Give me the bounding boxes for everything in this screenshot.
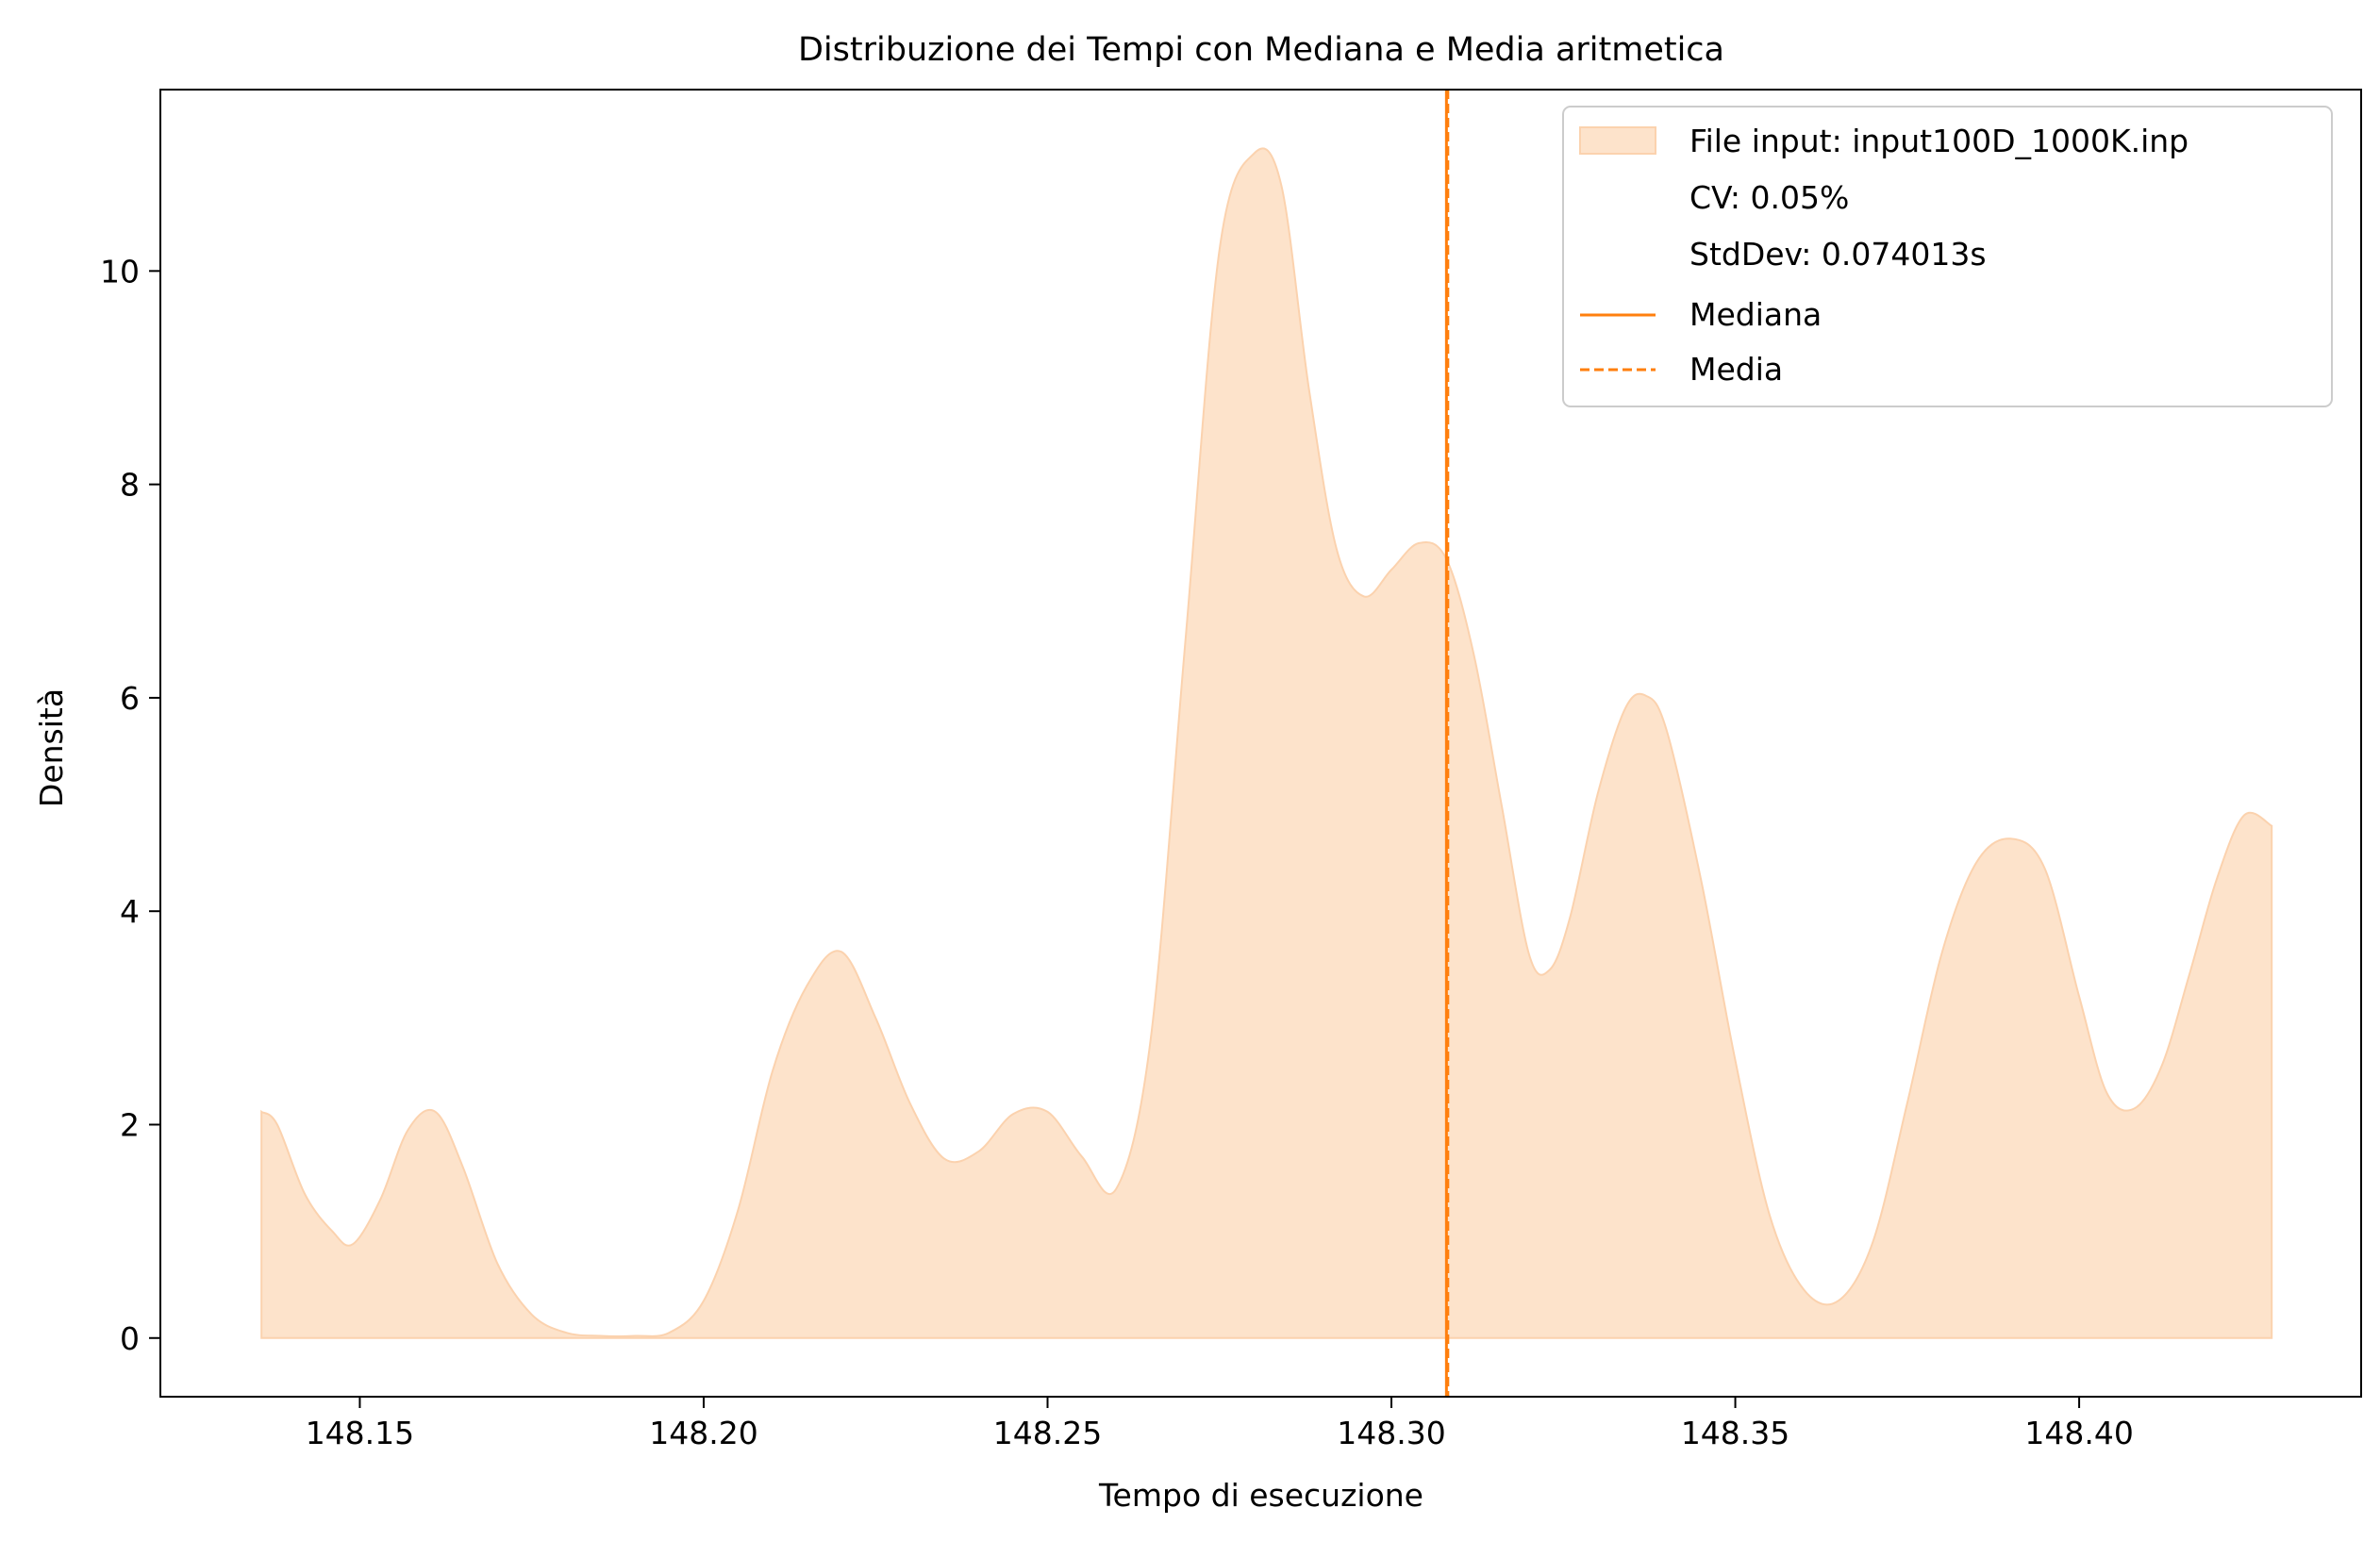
density-area xyxy=(260,147,2273,1339)
x-tick-label: 148.20 xyxy=(649,1415,757,1451)
plot-frame xyxy=(159,89,2362,1398)
y-axis: 0 2 4 6 8 10 xyxy=(100,253,160,1357)
legend-area-swatch xyxy=(1579,126,1656,155)
x-axis: 148.15 148.20 148.25 148.30 148.35 148.40 xyxy=(306,1397,2134,1451)
x-tick-label: 148.35 xyxy=(1681,1415,1789,1451)
x-tick-label: 148.40 xyxy=(2024,1415,2133,1451)
legend-label-cv: CV: 0.05% xyxy=(1689,179,1849,216)
y-tick-label: 10 xyxy=(100,253,140,290)
plot-area xyxy=(260,90,2273,1397)
y-tick-label: 0 xyxy=(120,1320,140,1357)
legend-label-stddev: StdDev: 0.074013s xyxy=(1689,236,1987,273)
legend-frame xyxy=(1562,106,2333,407)
y-tick-label: 8 xyxy=(120,467,140,504)
legend: File input: input100D_1000K.inp CV: 0.05… xyxy=(1562,106,2333,407)
legend-label-file-input: File input: input100D_1000K.inp xyxy=(1689,123,2189,159)
y-tick-label: 2 xyxy=(120,1106,140,1143)
y-tick-label: 6 xyxy=(120,680,140,717)
x-axis-label: Tempo di esecuzione xyxy=(1098,1477,1423,1514)
x-tick-label: 148.25 xyxy=(993,1415,1102,1451)
y-tick-label: 4 xyxy=(120,893,140,930)
x-tick-label: 148.15 xyxy=(306,1415,414,1451)
chart-title: Distribuzione dei Tempi con Mediana e Me… xyxy=(798,31,1724,69)
y-axis-label: Densità xyxy=(33,688,70,807)
legend-label-mean: Media xyxy=(1689,351,1783,388)
legend-label-median: Mediana xyxy=(1689,296,1822,333)
x-tick-label: 148.30 xyxy=(1337,1415,1445,1451)
